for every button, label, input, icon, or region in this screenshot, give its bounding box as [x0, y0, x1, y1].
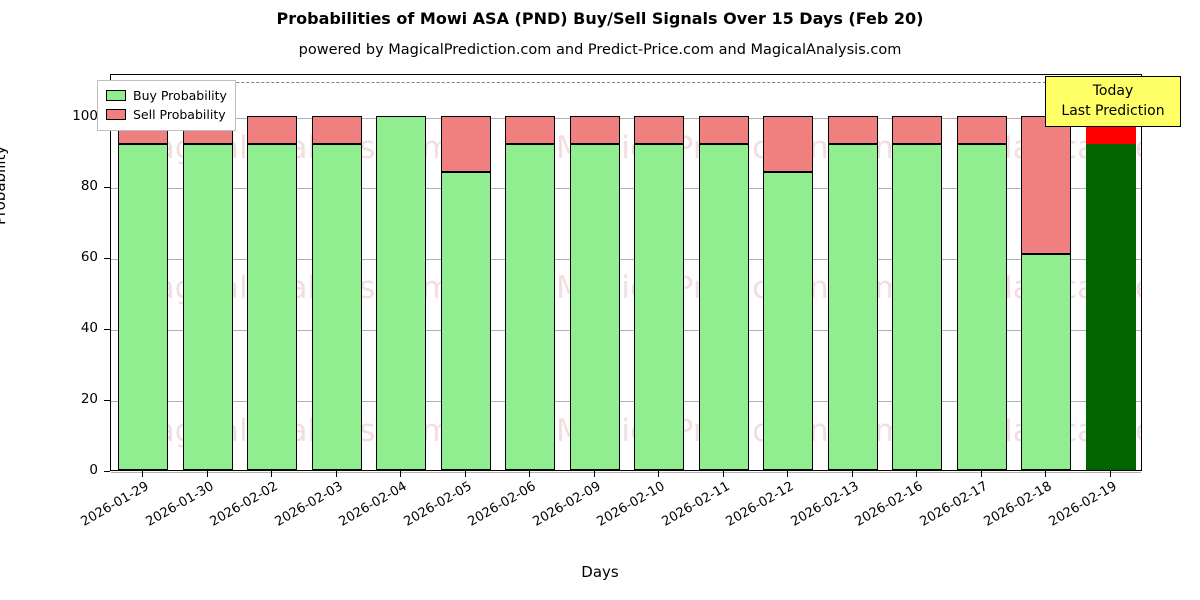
- legend-swatch-buy: [106, 90, 126, 101]
- bar-group: [827, 73, 878, 470]
- legend-swatch-sell: [106, 109, 126, 120]
- chart-title: Probabilities of Mowi ASA (PND) Buy/Sell…: [276, 9, 924, 28]
- gridline: [111, 330, 1141, 332]
- y-tick-label: 100: [72, 107, 98, 124]
- gridline: [111, 401, 1141, 403]
- x-tick-mark: [787, 471, 789, 477]
- gridline: [111, 472, 1141, 473]
- bar-group: [505, 73, 556, 470]
- bar-group: [698, 73, 749, 470]
- y-tick-label: 0: [89, 462, 98, 478]
- x-tick-mark: [400, 471, 402, 477]
- legend-label-sell: Sell Probability: [133, 107, 226, 122]
- bar-segment-sell: [1021, 115, 1072, 254]
- y-tick-mark: [104, 187, 110, 189]
- bars-layer: [111, 75, 1141, 470]
- bar-group: [182, 73, 233, 470]
- y-axis-label: Probability: [0, 145, 9, 225]
- bar-segment-buy: [892, 143, 943, 470]
- x-tick-mark: [1045, 471, 1047, 477]
- bar-segment-sell: [763, 115, 814, 173]
- bar-segment-buy: [311, 143, 362, 470]
- bar-group: [1085, 73, 1136, 470]
- bar-segment-buy: [763, 172, 814, 470]
- bar-segment-sell: [892, 115, 943, 144]
- plot-area: MagicalAnalysis.comMagicalPrediction.com…: [110, 74, 1142, 473]
- bar-segment-buy: [247, 143, 298, 470]
- x-tick-mark: [464, 471, 466, 477]
- x-tick-mark: [980, 471, 982, 477]
- bar-segment-buy: [1085, 143, 1136, 470]
- x-tick-mark: [851, 471, 853, 477]
- gridline: [111, 117, 1141, 119]
- x-tick-mark: [722, 471, 724, 477]
- bar-segment-buy: [505, 143, 556, 470]
- y-tick-label: 60: [80, 249, 98, 266]
- legend: Buy Probability Sell Probability: [97, 80, 236, 131]
- today-annotation-line1: Today: [1092, 83, 1134, 99]
- bar-segment-buy: [118, 143, 169, 470]
- gridline: [111, 188, 1141, 190]
- y-tick-label: 40: [80, 320, 98, 337]
- bar-segment-buy: [956, 143, 1007, 470]
- bar-segment-sell: [827, 115, 878, 144]
- y-tick-mark: [104, 471, 110, 472]
- bar-segment-sell: [634, 115, 685, 144]
- x-tick-mark: [335, 471, 337, 477]
- bar-segment-buy: [182, 143, 233, 470]
- bar-segment-sell: [698, 115, 749, 144]
- y-tick-mark: [104, 400, 110, 402]
- x-tick-mark: [658, 471, 660, 477]
- bar-segment-sell: [956, 115, 1007, 144]
- reference-line: [111, 82, 1141, 84]
- x-tick-mark: [142, 471, 144, 477]
- x-tick-mark: [206, 471, 208, 477]
- bar-segment-sell: [311, 115, 362, 144]
- bar-group: [118, 73, 169, 470]
- x-tick-mark: [1109, 471, 1111, 477]
- today-annotation: Today Last Prediction: [1045, 76, 1181, 127]
- bar-segment-buy: [1021, 253, 1072, 470]
- bar-group: [956, 73, 1007, 470]
- gridline: [111, 259, 1141, 261]
- legend-item-sell: Sell Probability: [106, 105, 227, 124]
- bar-segment-sell: [440, 115, 491, 173]
- x-tick-mark: [593, 471, 595, 477]
- bar-group: [247, 73, 298, 470]
- y-tick-mark: [104, 258, 110, 260]
- bar-group: [892, 73, 943, 470]
- today-annotation-line2: Last Prediction: [1061, 103, 1165, 119]
- bar-group: [634, 73, 685, 470]
- x-axis-label: Days: [581, 563, 619, 581]
- legend-label-buy: Buy Probability: [133, 88, 227, 103]
- bar-group: [311, 73, 362, 470]
- bar-segment-buy: [698, 143, 749, 470]
- bar-segment-buy: [634, 143, 685, 470]
- bar-segment-buy: [569, 143, 620, 470]
- bar-group: [569, 73, 620, 470]
- chart-subtitle: powered by MagicalPrediction.com and Pre…: [298, 42, 902, 58]
- bar-segment-buy: [376, 115, 427, 470]
- bar-segment-sell: [569, 115, 620, 144]
- bar-group: [763, 73, 814, 470]
- y-tick-label: 80: [80, 178, 98, 195]
- bar-segment-buy: [827, 143, 878, 470]
- x-tick-mark: [916, 471, 918, 477]
- bar-segment-buy: [440, 172, 491, 470]
- x-tick-mark: [529, 471, 531, 477]
- bar-group: [1021, 73, 1072, 470]
- bar-segment-sell: [247, 115, 298, 144]
- legend-item-buy: Buy Probability: [106, 86, 227, 105]
- bar-segment-sell: [505, 115, 556, 144]
- y-tick-mark: [104, 329, 110, 331]
- y-tick-label: 20: [80, 391, 98, 408]
- bar-group: [440, 73, 491, 470]
- x-tick-mark: [271, 471, 273, 477]
- bar-group: [376, 73, 427, 470]
